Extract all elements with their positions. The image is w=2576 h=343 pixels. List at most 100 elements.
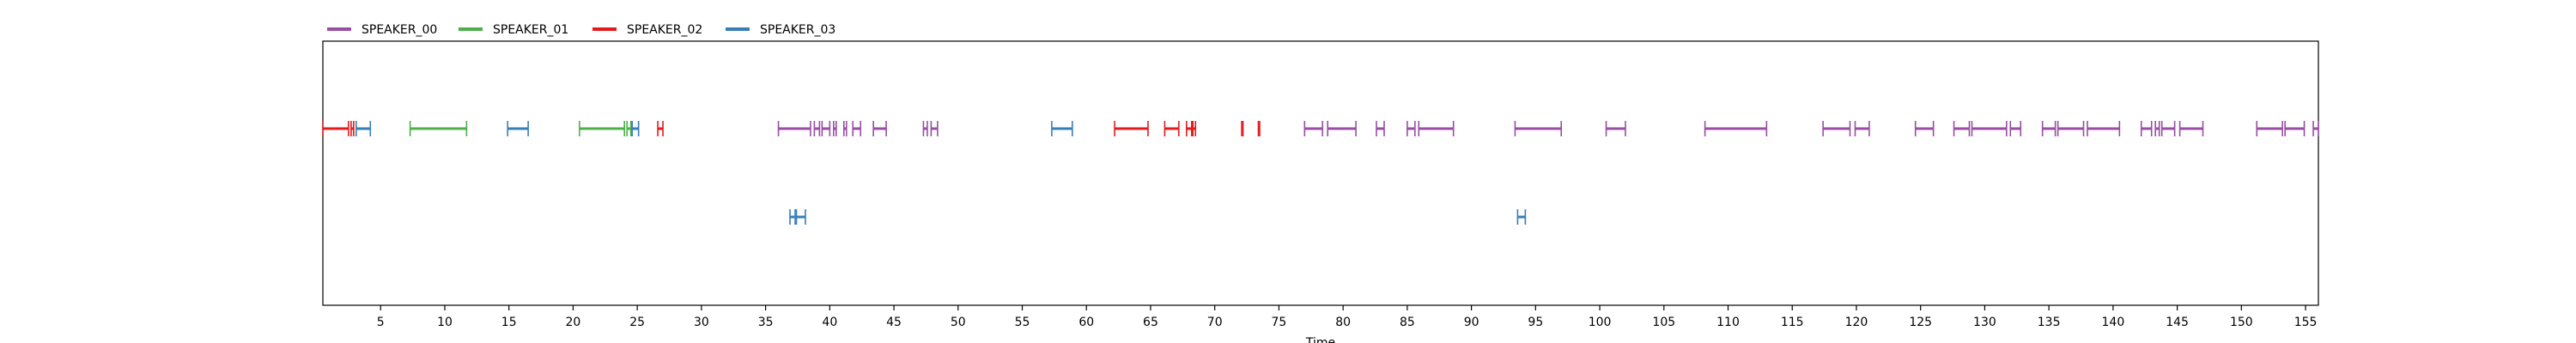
x-tick-label: 30 (694, 316, 709, 329)
x-tick-label: 100 (1589, 316, 1612, 329)
segment (1163, 121, 1180, 136)
segment (1257, 121, 1261, 136)
x-tick-label: 20 (566, 316, 581, 329)
segment (922, 121, 928, 136)
legend-item: SPEAKER_01 (459, 23, 568, 37)
series-speaker-00 (777, 121, 2319, 136)
x-tick-label: 55 (1015, 316, 1030, 329)
segment (1114, 121, 1149, 136)
segment (409, 121, 468, 136)
series-speaker-01 (409, 121, 632, 136)
segment (2009, 121, 2022, 136)
segment (2160, 121, 2176, 136)
x-tick-label: 135 (2038, 316, 2061, 329)
segment (626, 121, 632, 136)
segment (2256, 121, 2283, 136)
segment (1953, 121, 1971, 136)
segment (1704, 121, 1768, 136)
segment (833, 121, 837, 136)
segment (1051, 121, 1073, 136)
x-tick-label: 155 (2294, 316, 2318, 329)
x-tick-label: 115 (1781, 316, 1804, 329)
segment (2284, 121, 2306, 136)
segment (1822, 121, 1851, 136)
x-tick-label: 45 (886, 316, 902, 329)
x-tick-label: 120 (1845, 316, 1868, 329)
segment (1406, 121, 1416, 136)
segment (813, 121, 821, 136)
x-tick-label: 5 (377, 316, 385, 329)
segment (1186, 121, 1193, 136)
segment (842, 121, 848, 136)
segment (1971, 121, 2008, 136)
x-tick-label: 130 (1973, 316, 1996, 329)
segment (1514, 121, 1563, 136)
segment (355, 121, 372, 136)
x-tick-label: 80 (1335, 316, 1351, 329)
x-tick-label: 10 (437, 316, 453, 329)
x-tick-label: 90 (1464, 316, 1479, 329)
segment (872, 121, 887, 136)
x-tick-label: 60 (1078, 316, 1094, 329)
segment (1376, 121, 1385, 136)
x-tick-label: 70 (1207, 316, 1223, 329)
plot-frame (322, 40, 2319, 306)
x-axis-label: Time (1305, 336, 1335, 343)
legend-label: SPEAKER_01 (493, 23, 568, 37)
x-tick-label: 95 (1528, 316, 1543, 329)
segment (657, 121, 664, 136)
segment (777, 121, 811, 136)
x-tick-label: 25 (629, 316, 645, 329)
segment (1516, 209, 1527, 225)
x-axis: 5 10 15 20 25 30 35 40 45 50 55 60 65 70 75 80 85 90 95 100… (377, 305, 2318, 329)
segment (2087, 121, 2121, 136)
x-tick-label: 140 (2102, 316, 2125, 329)
x-tick-label: 145 (2166, 316, 2189, 329)
segment (1303, 121, 1324, 136)
segment (2312, 121, 2319, 136)
legend-label: SPEAKER_02 (627, 23, 702, 37)
x-tick-label: 110 (1716, 316, 1740, 329)
segment (350, 121, 355, 136)
segments-layer (322, 121, 2319, 225)
segment (789, 209, 796, 225)
x-tick-label: 40 (822, 316, 837, 329)
series-speaker-02 (322, 121, 1261, 136)
segment (2140, 121, 2153, 136)
x-tick-label: 105 (1652, 316, 1675, 329)
segment (821, 121, 831, 136)
x-tick-label: 35 (758, 316, 774, 329)
segment (2057, 121, 2085, 136)
segment (1327, 121, 1357, 136)
segment (2154, 121, 2160, 136)
x-tick-label: 50 (951, 316, 966, 329)
segment (1854, 121, 1870, 136)
legend-item: SPEAKER_02 (592, 23, 702, 37)
segment (795, 209, 806, 225)
series-speaker-03 (355, 121, 1527, 225)
segment (2041, 121, 2057, 136)
segment (930, 121, 939, 136)
segment (322, 121, 349, 136)
legend-item: SPEAKER_03 (726, 23, 835, 37)
segment (1418, 121, 1455, 136)
segment (507, 121, 529, 136)
segment (1914, 121, 1935, 136)
segment (1605, 121, 1626, 136)
segment (579, 121, 626, 136)
x-tick-label: 150 (2230, 316, 2253, 329)
x-tick-label: 15 (501, 316, 517, 329)
segment (852, 121, 862, 136)
segment (631, 121, 640, 136)
segment (2178, 121, 2204, 136)
legend: SPEAKER_00 SPEAKER_01 SPEAKER_02 SPEAKER_03 (327, 23, 835, 37)
x-tick-label: 85 (1400, 316, 1415, 329)
segment (1192, 121, 1197, 136)
legend-item: SPEAKER_00 (327, 23, 437, 37)
x-tick-label: 75 (1272, 316, 1287, 329)
legend-label: SPEAKER_03 (760, 23, 835, 37)
x-tick-label: 65 (1143, 316, 1158, 329)
x-tick-label: 125 (1909, 316, 1932, 329)
legend-label: SPEAKER_00 (361, 23, 437, 37)
